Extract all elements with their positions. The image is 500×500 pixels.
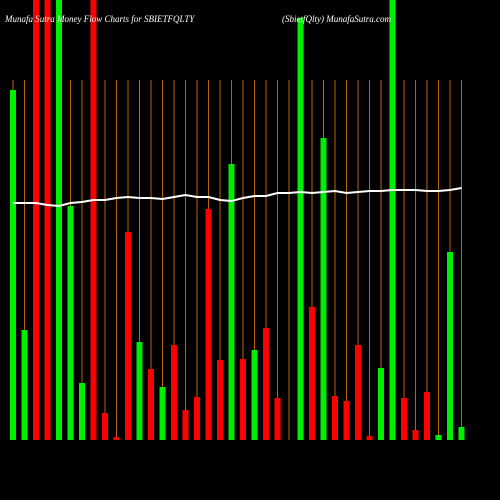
bar: [102, 413, 108, 440]
bar: [33, 0, 39, 440]
bar: [355, 345, 361, 440]
bar: [274, 398, 281, 440]
bar: [125, 232, 131, 440]
bar: [309, 307, 315, 440]
bar: [228, 164, 235, 440]
bars: [10, 0, 465, 440]
chart-title: Munafa Sutra Money Flow Charts for SBIET…: [4, 14, 195, 24]
bar: [251, 350, 258, 440]
bar: [217, 360, 223, 440]
bar: [194, 397, 200, 440]
bar: [148, 369, 154, 440]
bar: [240, 359, 246, 440]
bar: [136, 342, 143, 440]
bar: [389, 0, 396, 440]
bar: [263, 328, 269, 440]
bar: [67, 206, 74, 440]
bar: [171, 345, 177, 440]
bar: [424, 392, 430, 440]
chart-subtitle: (SbietfQlty) MunafaSutra.com: [282, 14, 391, 24]
bar: [320, 138, 327, 440]
bar: [378, 368, 384, 440]
bar: [435, 435, 442, 440]
bar: [90, 0, 97, 440]
bar: [113, 437, 120, 440]
bar: [366, 436, 373, 440]
bar: [182, 410, 189, 440]
bar: [458, 427, 465, 440]
bar: [10, 90, 16, 440]
bar: [205, 209, 212, 440]
bar: [447, 252, 453, 440]
bar: [44, 0, 51, 440]
bar: [21, 330, 28, 440]
bar: [79, 383, 85, 440]
bar: [297, 18, 304, 440]
bar: [332, 396, 338, 440]
money-flow-line: [13, 187, 462, 208]
bar: [159, 387, 166, 440]
bar: [401, 398, 407, 440]
bar: [343, 401, 350, 440]
bar: [56, 0, 62, 440]
bar: [412, 430, 419, 440]
